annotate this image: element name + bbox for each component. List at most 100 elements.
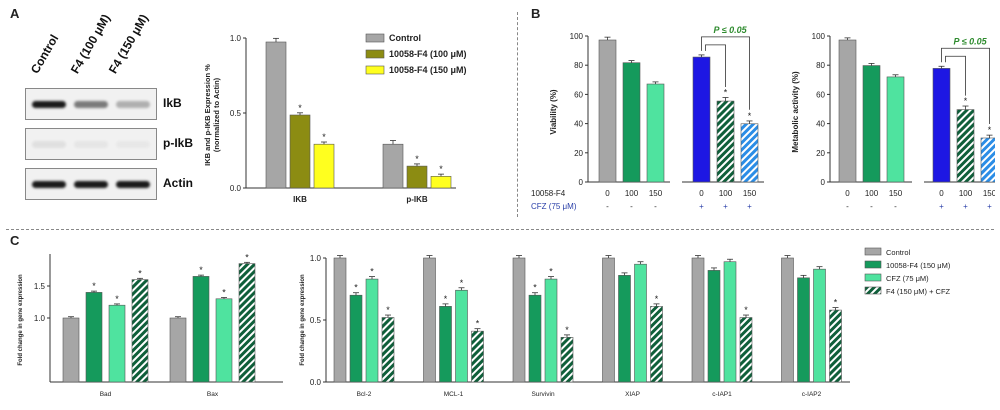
significance-star: * [460, 278, 464, 288]
chart-bar [169, 317, 187, 383]
x-dose-label: 0 [845, 189, 850, 198]
chart-bar [781, 257, 794, 383]
y-tick-label: 40 [816, 120, 825, 129]
x-cfz-label: + [939, 202, 944, 211]
significance-star: * [565, 325, 569, 335]
chart-bar [838, 39, 857, 183]
x-category-label: c-IAP2 [802, 391, 822, 398]
chart-bar [382, 143, 404, 189]
x-cfz-label: + [747, 202, 752, 211]
chart-bar [691, 257, 705, 383]
x-category-label: IKB [293, 195, 307, 204]
y-tick-label: 20 [816, 149, 825, 158]
chart-fold-change-antiapoptotic: Fold change in gene expression 0.0 0.5 1.0 *… [300, 247, 951, 398]
y-tick-label: 80 [574, 61, 583, 70]
y-tick-label: 100 [570, 32, 584, 41]
significance-star: * [439, 164, 443, 174]
chart-bar [528, 294, 542, 383]
chart-bar [349, 294, 363, 383]
y-axis-label: IKB and p-IKB Expression %(normalized to… [203, 64, 221, 166]
chart-bar [797, 277, 810, 383]
chart-bar [560, 337, 574, 383]
blot-band [32, 141, 66, 148]
chart-fold-change-bad-bax: Fold change in gene expression 1.0 1.5 * * * B… [18, 252, 283, 398]
x-category-label: XIAP [625, 391, 640, 398]
blot-band [74, 181, 108, 188]
x-category-label: p-IKB [406, 195, 428, 204]
x-cfz-label: + [963, 202, 968, 211]
y-tick-label: 20 [574, 149, 583, 158]
significance-star: * [724, 88, 728, 98]
legend-label: 10058-F4 (150 μM) [389, 65, 467, 75]
chart-bar [956, 109, 975, 183]
chart-bar [544, 278, 558, 383]
x-cfz-label: + [723, 202, 728, 211]
y-axis-label-line: IKB and p-IKB Expression % [203, 64, 212, 166]
x-dose-label: 100 [719, 189, 733, 198]
y-tick-label: 0.5 [310, 316, 322, 325]
y-axis-label: Metabolic activity (%) [791, 71, 800, 153]
chart-bar [62, 317, 80, 383]
significance-star: * [298, 103, 302, 113]
significance-star: * [138, 268, 142, 278]
y-tick-label: 1.0 [230, 34, 242, 43]
y-axis-label-line: (normalized to Actin) [212, 77, 221, 152]
y-axis-label: Fold change in gene expression [18, 274, 24, 366]
x-category-label: Survivin [531, 391, 555, 398]
legend-label: F4 (150 μM) + CFZ [886, 287, 951, 296]
significance-star: * [476, 319, 480, 329]
chart-bar [602, 257, 615, 383]
chart-ikb-expression: IKB and p-IKB Expression %(normalized to… [203, 33, 467, 204]
significance-bracket [701, 36, 750, 110]
significance-star: * [655, 294, 659, 304]
significance-star: * [92, 281, 96, 291]
y-tick-label: 0.5 [230, 109, 242, 118]
legend-swatch [864, 286, 882, 295]
chart-viability: Viability (%) 0 20 40 60 80 100 0 - 100 - 150 - 0 + * 10… [531, 25, 764, 211]
chart-bar [716, 100, 735, 183]
y-tick-label: 1.0 [310, 254, 322, 263]
x-category-label: c-IAP1 [712, 391, 732, 398]
y-tick-label: 1.0 [34, 314, 46, 323]
blot-strip-actin [25, 168, 157, 200]
chart-bar [723, 261, 737, 383]
blot-band [116, 141, 150, 148]
chart-bar [289, 114, 311, 189]
significance-bracket [705, 44, 726, 88]
blot-lane-label: F4 (150 μM) [105, 11, 152, 76]
x-dose-label: 100 [959, 189, 973, 198]
chart-bar [365, 278, 379, 383]
legend-label: CFZ (75 μM) [886, 274, 929, 283]
blot-row-label: IkB [163, 96, 182, 110]
legend-label: Control [389, 33, 421, 43]
x-cfz-label: - [606, 202, 609, 211]
significance-star: * [415, 154, 419, 164]
chart-metabolic-activity: Metabolic activity (%) 0 20 40 60 80 100 0 - 100 -… [791, 32, 995, 211]
blot-band [116, 101, 150, 108]
chart-bar [430, 176, 452, 189]
legend-swatch [365, 33, 385, 43]
x-category-label: Bax [207, 391, 219, 398]
legend-swatch [365, 65, 385, 75]
chart-bar [707, 270, 721, 383]
y-tick-label: 60 [574, 90, 583, 99]
chart-bar [862, 65, 881, 183]
significance-star: * [199, 265, 203, 275]
chart-bar [192, 276, 210, 383]
significance-star: * [988, 125, 992, 135]
y-axis-label-line: Fold change in gene expression [300, 274, 306, 366]
chart-bar [618, 275, 631, 383]
chart-bar [333, 257, 347, 383]
chart-bar [108, 304, 126, 383]
significance-label: P ≤ 0.05 [714, 25, 748, 35]
blot-strip-ikb [25, 88, 157, 120]
y-tick-label: 1.5 [34, 282, 46, 291]
chart-bar [455, 289, 468, 383]
chart-bar [932, 68, 951, 183]
x-cfz-label: - [870, 202, 873, 211]
significance-star: * [386, 305, 390, 315]
significance-star: * [444, 294, 448, 304]
panel-label-b: B [531, 6, 541, 21]
y-tick-label: 100 [812, 32, 826, 41]
significance-label: P ≤ 0.05 [954, 36, 988, 46]
